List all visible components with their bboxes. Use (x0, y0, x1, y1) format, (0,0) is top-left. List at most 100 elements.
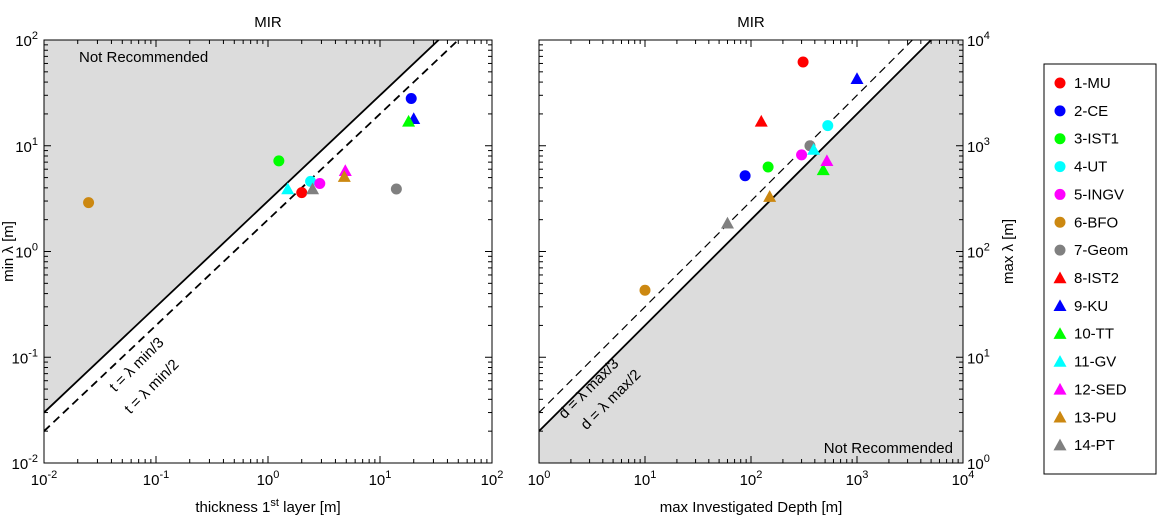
legend-item-8-IST2: 8-IST2 (1053, 270, 1119, 287)
x-axis-label-tail: layer [m] (279, 499, 341, 516)
legend-marker (1053, 382, 1067, 395)
data-point-11-GV (281, 182, 295, 195)
tick-exponent: 2 (756, 469, 762, 481)
tick-base: 10 (481, 472, 498, 489)
x-tick-label: 10-1 (143, 469, 169, 489)
tick-exponent: 2 (984, 242, 990, 254)
legend-item-2-CE: 2-CE (1054, 103, 1108, 120)
x-tick-label: 102 (481, 469, 504, 489)
x-tick-label: 10-2 (31, 469, 57, 489)
tick-base: 10 (528, 472, 545, 489)
legend-label: 11-GV (1074, 354, 1116, 371)
not-recommended-region (539, 40, 963, 463)
tick-exponent: 4 (968, 469, 974, 481)
tick-base: 10 (257, 472, 274, 489)
legend-label: 2-CE (1074, 103, 1108, 120)
legend: 1-MU 2-CE 3-IST1 4-UT 5-INGV 6-BFO 7-Geom 8-IST… (1043, 63, 1157, 475)
legend-label: 10-TT (1074, 326, 1114, 343)
data-point-11-GV (807, 143, 821, 155)
data-point-2-CE (405, 92, 417, 104)
legend-item-1-MU: 1-MU (1054, 75, 1111, 92)
y-axis-label: min λ [m] (0, 221, 17, 282)
data-point-3-IST1 (273, 155, 285, 167)
legend-item-4-UT: 4-UT (1054, 159, 1107, 176)
legend-label: 5-INGV (1074, 186, 1124, 203)
tick-exponent: -1 (28, 347, 38, 359)
not-recommended-label: Not Recommended (824, 440, 953, 457)
data-point-7-Geom (390, 183, 402, 195)
data-point-2-CE (739, 170, 751, 182)
legend-marker (1054, 244, 1066, 256)
tick-base: 10 (12, 350, 29, 367)
y-tick-label: 102 (967, 242, 990, 262)
legend-item-9-KU: 9-KU (1053, 298, 1108, 315)
data-point-5-INGV (796, 149, 808, 161)
tick-exponent: 1 (32, 136, 38, 148)
legend-item-7-Geom: 7-Geom (1054, 242, 1128, 259)
legend-label: 9-KU (1074, 298, 1108, 315)
legend-box (1043, 63, 1157, 475)
y-tick-label: 100 (15, 242, 38, 262)
tick-base: 10 (967, 139, 984, 156)
tick-exponent: 1 (385, 469, 391, 481)
legend-marker (1054, 133, 1066, 145)
data-point-5-INGV (314, 177, 326, 189)
plot-content (539, 40, 963, 463)
reference-line-max2 (539, 40, 933, 432)
legend-item-6-BFO: 6-BFO (1054, 214, 1118, 231)
plot-content (44, 40, 460, 432)
x-tick-label: 103 (846, 469, 869, 489)
tick-base: 10 (143, 472, 160, 489)
y-tick-label: 10-2 (12, 453, 38, 473)
tick-base: 10 (967, 456, 984, 473)
legend-item-3-IST1: 3-IST1 (1054, 131, 1119, 148)
legend-label: 4-UT (1074, 159, 1107, 176)
y-axis-label: max λ [m] (1000, 219, 1017, 284)
legend-marker (1053, 299, 1067, 312)
legend-marker (1053, 355, 1067, 367)
data-point-1-MU (296, 187, 308, 199)
y-tick-label: 100 (967, 453, 990, 473)
tick-exponent: 0 (273, 469, 279, 481)
legend-item-12-SED: 12-SED (1053, 381, 1127, 398)
y-tick-label: 10-1 (12, 347, 38, 367)
y-tick-label: 102 (15, 30, 38, 50)
tick-exponent: 0 (984, 453, 990, 465)
tick-base: 10 (15, 33, 32, 50)
x-tick-label: 101 (634, 469, 657, 489)
tick-base: 10 (15, 139, 32, 156)
data-point-12-SED (820, 154, 834, 167)
legend-item-11-GV: 11-GV (1053, 354, 1116, 371)
reference-line-max3 (539, 40, 914, 413)
legend-item-14-PT: 14-PT (1053, 437, 1115, 454)
data-point-14-PT (306, 182, 320, 195)
legend-item-10-TT: 10-TT (1053, 326, 1114, 343)
legend-marker (1053, 410, 1067, 423)
tick-exponent: 0 (544, 469, 550, 481)
legend-label: 12-SED (1074, 381, 1127, 398)
tick-base: 10 (967, 350, 984, 367)
tick-base: 10 (12, 456, 29, 473)
reference-line-min2 (44, 40, 460, 432)
data-point-4-UT (305, 175, 317, 187)
chart-title: MIR (737, 14, 765, 31)
x-axis-label: max Investigated Depth [m] (660, 499, 843, 516)
tick-base: 10 (846, 472, 863, 489)
legend-label: 7-Geom (1074, 242, 1128, 259)
tick-base: 10 (369, 472, 386, 489)
reference-line-min3 (44, 40, 440, 414)
data-point-4-UT (822, 120, 834, 132)
tick-base: 10 (967, 245, 984, 262)
tick-base: 10 (740, 472, 757, 489)
x-tick-label: 101 (369, 469, 392, 489)
legend-marker (1054, 188, 1066, 200)
data-point-9-KU (850, 72, 864, 84)
tick-exponent: 2 (497, 469, 503, 481)
legend-label: 1-MU (1074, 75, 1111, 92)
legend-label: 6-BFO (1074, 214, 1118, 231)
tick-exponent: -1 (159, 469, 169, 481)
data-point-14-PT (720, 216, 734, 229)
data-point-8-IST2 (754, 114, 768, 127)
y-tick-label: 104 (967, 30, 990, 50)
